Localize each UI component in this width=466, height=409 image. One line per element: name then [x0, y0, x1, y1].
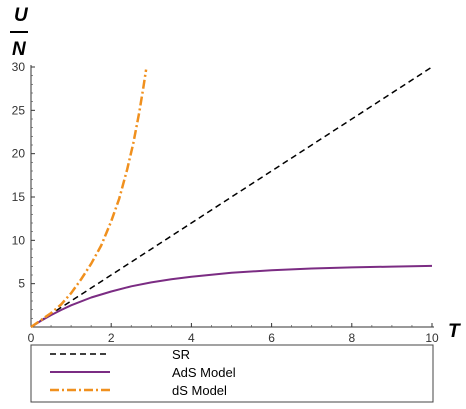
series-line-1 [30, 264, 433, 328]
axes: 0 2 4 6 8 10 5 10 15 20 25 30 [12, 60, 439, 345]
x-tick-label-4: 4 [188, 331, 195, 345]
legend-label-1: AdS Model [172, 365, 236, 380]
axis-labels: U N T [10, 5, 461, 342]
y-axis-label-denominator: N [12, 39, 27, 60]
legend-box [30, 344, 434, 403]
x-tick-label-8: 8 [348, 331, 355, 345]
series-layer [30, 66, 433, 329]
x-tick-label-2: 2 [108, 331, 115, 345]
x-tick-label-6: 6 [268, 331, 275, 345]
x-tick-label-10: 10 [425, 331, 439, 345]
y-tick-label-10: 10 [12, 233, 26, 247]
y-axis-label-numerator: U [14, 5, 29, 26]
x-tick-label-0: 0 [28, 331, 35, 345]
y-tick-label-5: 5 [18, 277, 25, 291]
series-line-2 [30, 69, 148, 329]
y-tick-label-30: 30 [12, 60, 26, 74]
y-tick-label-20: 20 [12, 147, 26, 161]
legend-label-2: dS Model [172, 383, 227, 398]
legend-label-0: SR [172, 347, 190, 362]
x-axis-label: T [448, 321, 461, 342]
y-tick-label-25: 25 [12, 103, 26, 117]
legend: SR AdS Model dS Model [30, 344, 434, 403]
y-tick-label-15: 15 [12, 190, 26, 204]
series-line-0 [30, 66, 433, 328]
